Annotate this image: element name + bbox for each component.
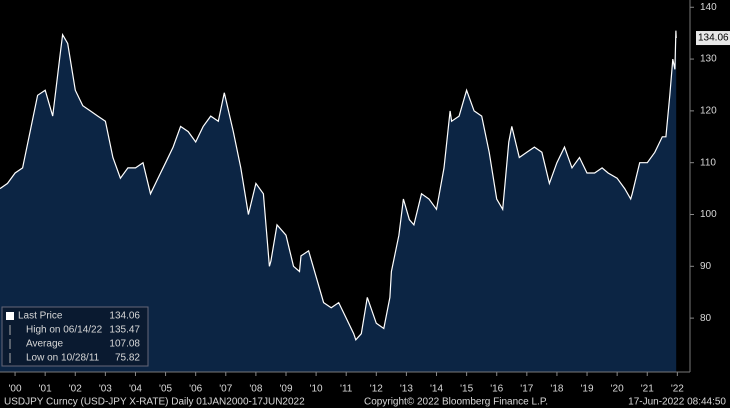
- line: [0, 30, 677, 341]
- y-tick-label: 90: [700, 261, 712, 272]
- x-tick-label: '20: [611, 384, 624, 395]
- x-tick-label: '13: [400, 384, 413, 395]
- y-tick-label: 80: [700, 313, 712, 324]
- x-tick-label: '02: [69, 384, 82, 395]
- x-tick-label: '01: [39, 384, 52, 395]
- legend-box: [1, 306, 149, 367]
- y-tick-label: 120: [700, 106, 717, 117]
- x-tick-label: '16: [490, 384, 503, 395]
- y-tick-label: 110: [700, 157, 716, 168]
- legend-label: Average: [26, 339, 64, 350]
- x-tick-label: '11: [340, 384, 353, 395]
- x-tick-label: '12: [370, 384, 383, 395]
- plot-area: [0, 30, 677, 372]
- legend-value: 134.06: [109, 311, 140, 322]
- legend-label: High on 06/14/22: [26, 325, 103, 336]
- footer-right: 17-Jun-2022 08:44:50: [628, 397, 726, 408]
- last-price-box: [696, 31, 730, 46]
- x-tick-label: '04: [129, 384, 142, 395]
- x-tick-label: '03: [99, 384, 112, 395]
- x-tick-label: '08: [249, 384, 262, 395]
- x-tick-label: '18: [550, 384, 563, 395]
- x-tick-label: '15: [460, 384, 473, 395]
- legend-swatch: [6, 312, 14, 320]
- last-price-label: 134.06: [698, 33, 729, 44]
- footer-left: USDJPY Curncy (USD-JPY X-RATE) Daily 01J…: [4, 397, 305, 408]
- x-tick-label: '17: [520, 384, 533, 395]
- x-tick-label: '05: [159, 384, 172, 395]
- y-tick-label: 100: [700, 209, 717, 220]
- x-tick-label: '00: [9, 384, 22, 395]
- legend-value: 107.08: [109, 339, 140, 350]
- footer-center: Copyright© 2022 Bloomberg Finance L.P.: [364, 397, 548, 408]
- legend-label: Last Price: [18, 311, 63, 322]
- y-tick-label: 140: [700, 2, 717, 13]
- area: [0, 30, 677, 372]
- x-tick-label: '14: [430, 384, 443, 395]
- x-tick-label: '09: [279, 384, 292, 395]
- x-tick-label: '06: [189, 384, 202, 395]
- legend-value: 75.82: [115, 353, 140, 364]
- y-tick-label: 130: [700, 54, 717, 65]
- legend-label: Low on 10/28/11: [26, 353, 100, 364]
- legend-value: 135.47: [109, 325, 140, 336]
- x-tick-label: '10: [310, 384, 323, 395]
- x-tick-label: '22: [671, 384, 684, 395]
- x-tick-label: '07: [219, 384, 232, 395]
- x-tick-label: '19: [581, 384, 594, 395]
- x-tick-label: '21: [641, 384, 654, 395]
